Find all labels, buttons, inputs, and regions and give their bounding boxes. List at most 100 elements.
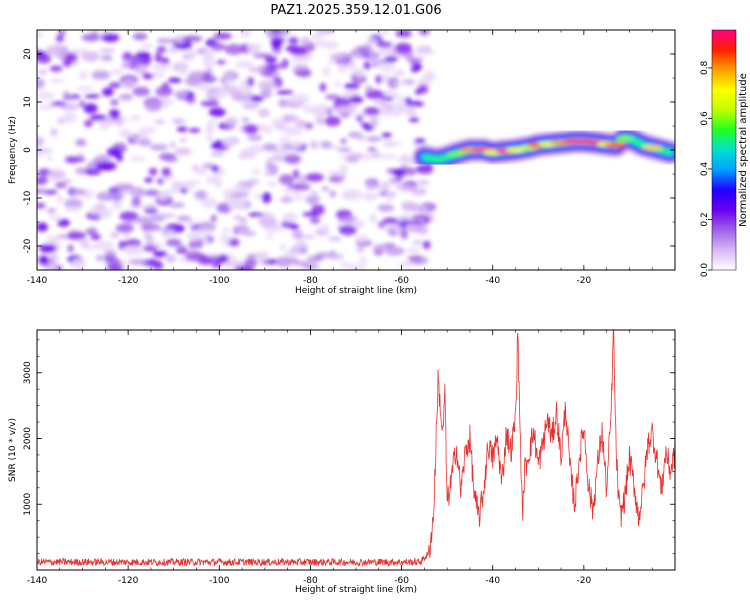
spectrogram-noise-blob: [145, 234, 154, 246]
spectrogram-noise-blob: [84, 119, 93, 128]
spectrogram-noise-blob: [146, 226, 163, 231]
spectrogram-noise-blob: [110, 99, 119, 106]
spectrogram-noise-blob: [377, 204, 395, 212]
spectrogram-noise-blob: [312, 108, 327, 117]
spectrogram-noise-blob: [78, 71, 89, 80]
spectrogram-noise-blob: [164, 254, 177, 263]
spectrogram-ridge-hotspot: [605, 142, 627, 148]
spectrogram-noise-blob: [407, 223, 421, 233]
spectrogram-noise-blob: [344, 83, 360, 90]
spectrogram-noise-blob: [215, 257, 229, 264]
spectrogram-noise-blob: [242, 102, 260, 110]
spectrogram-noise-blob: [315, 252, 331, 259]
spectrogram-noise-blob: [38, 104, 57, 110]
spectrogram-noise-blob: [132, 133, 140, 139]
snr-x-tick-label: -80: [303, 576, 318, 586]
spectrogram-noise-blob: [341, 195, 361, 201]
spectrogram-noise-blob: [339, 173, 347, 181]
spectrogram-noise-blob: [169, 202, 185, 208]
spectrogram-noise-blob: [246, 43, 262, 52]
spectrogram-y-tick-label: -20: [23, 238, 33, 253]
spectrogram-noise-blob: [169, 141, 177, 148]
spectrogram-noise-blob: [360, 122, 369, 127]
spectrogram-noise-blob: [391, 81, 409, 86]
snr-y-label: SNR (10 * v/v): [8, 418, 18, 482]
spectrogram-noise-blob: [329, 250, 336, 258]
spectrogram-noise-blob: [131, 196, 141, 207]
spectrogram-noise-blob: [324, 116, 341, 127]
spectrogram-noise-blob: [356, 134, 366, 141]
spectrogram-noise-blob: [99, 48, 116, 53]
spectrogram-noise-blob: [321, 223, 330, 233]
spectrogram-noise-blob: [85, 228, 98, 235]
spectrogram-noise-blob: [381, 96, 395, 101]
spectrogram-noise-blob: [356, 115, 364, 122]
spectrogram-noise-blob: [210, 214, 217, 223]
spectrogram-noise-blob: [369, 213, 378, 224]
spectrogram-noise-blob: [46, 155, 53, 161]
spectrogram-noise-blob: [119, 211, 139, 222]
spectrogram-noise-blob: [365, 89, 385, 100]
spectrogram-x-label: Height of straight line (km): [295, 286, 417, 296]
spectrogram-noise-blob: [144, 189, 160, 196]
spectrogram-noise-blob: [371, 60, 379, 68]
spectrogram-noise-blob: [158, 192, 166, 197]
spectrogram-noise-blob: [123, 239, 142, 248]
spectrogram-noise-blob: [270, 36, 285, 45]
spectrogram-noise-blob: [90, 233, 101, 241]
spectrogram-noise-blob: [56, 194, 64, 204]
spectrogram-noise-blob: [242, 151, 256, 159]
spectrogram-y-tick-label: 0: [23, 147, 33, 153]
spectrogram-noise-blob: [155, 86, 173, 97]
spectrogram-noise-blob: [394, 226, 402, 237]
spectrogram-noise-blob: [45, 236, 59, 244]
spectrogram-noise-blob: [37, 152, 44, 158]
spectrogram-noise-blob: [261, 192, 272, 204]
spectrogram-noise-blob: [49, 78, 65, 84]
spectrogram-noise-blob: [137, 138, 152, 147]
spectrogram-noise-blob: [165, 189, 180, 194]
spectrogram-y-axis: -20 -10 0 10 20: [23, 29, 675, 271]
spectrogram-noise-blob: [37, 31, 44, 38]
spectrogram-noise-blob: [363, 107, 380, 116]
spectrogram-noise-blob: [151, 64, 171, 71]
spectrogram-noise-blob: [91, 70, 111, 80]
spectrogram-noise-blob: [258, 216, 278, 228]
spectrogram-noise-blob: [72, 258, 87, 269]
spectrogram-noise-blob: [135, 216, 154, 225]
spectrogram-noise-blob: [309, 141, 319, 149]
spectrogram-noise-blob: [337, 63, 347, 74]
colorbar-tick-label: 0.6: [700, 111, 710, 126]
snr-x-tick-label: -120: [118, 576, 139, 586]
spectrogram-noise-blob: [121, 78, 137, 89]
spectrogram-noise-blob: [369, 116, 379, 128]
spectrogram-noise-blob: [47, 169, 66, 180]
spectrogram-noise-blob: [327, 60, 337, 65]
spectrogram-noise-blob: [160, 97, 170, 103]
colorbar-tick-label: 0.8: [700, 60, 710, 75]
spectrogram-noise-blob: [410, 66, 419, 73]
spectrogram-y-tick-label: 10: [23, 96, 33, 108]
spectrogram-noise-blob: [287, 37, 299, 45]
spectrogram-noise-blob: [356, 69, 364, 79]
spectrogram-noise-blob: [381, 132, 392, 139]
spectrogram-noise-blob: [311, 190, 318, 196]
spectrogram-noise-blob: [37, 53, 52, 64]
spectrogram-noise-blob: [118, 240, 126, 250]
spectrogram-noise-blob: [305, 173, 324, 182]
spectrogram-noise-blob: [143, 209, 158, 214]
spectrogram-noise-blob: [306, 196, 319, 205]
spectrogram-noise-blob: [106, 263, 124, 270]
spectrogram-noise-blob: [294, 191, 302, 202]
spectrogram-noise-blob: [211, 165, 220, 173]
spectrogram-y-label: Frequency (Hz): [8, 116, 18, 184]
snr-x-tick-label: -40: [485, 576, 500, 586]
spectrogram-noise-blob: [239, 218, 247, 223]
spectrogram-noise-blob: [365, 38, 379, 45]
spectrogram-noise-blob: [361, 192, 379, 200]
spectrogram-noise-blob: [406, 247, 421, 253]
spectrogram-noise-blob: [386, 191, 394, 203]
spectrogram-noise-blob: [117, 117, 130, 122]
spectrogram-noise-blob: [115, 223, 135, 233]
